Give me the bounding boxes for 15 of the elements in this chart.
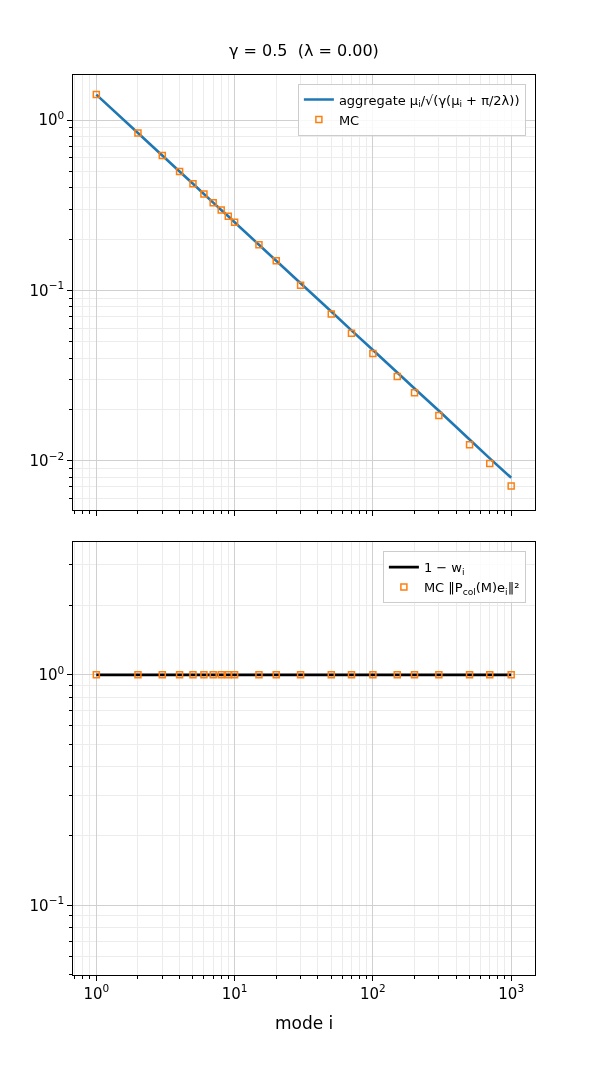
x-axis-title: mode i xyxy=(274,1013,334,1034)
y-tick-label: 10$^{−1}$ xyxy=(29,894,65,915)
y-tick-label: 10$^{−2}$ xyxy=(29,449,65,470)
y-tick-label: 10$^{0}$ xyxy=(38,663,65,685)
y-tick-label: 10$^{0}$ xyxy=(38,108,65,130)
legend-label: 1 − w$_{i}$ xyxy=(423,560,465,577)
x-tick-label: 10$^{3}$ xyxy=(498,982,525,1003)
legend-label: MC xyxy=(338,112,360,128)
y-tick-label: 10$^{−1}$ xyxy=(29,279,65,300)
x-tick-label: 10$^{0}$ xyxy=(83,982,110,1003)
x-tick-label: 10$^{2}$ xyxy=(360,982,386,1003)
x-tick-label: 10$^{1}$ xyxy=(221,982,248,1003)
legend-label: aggregate μ$_{i}$/√(γ(μ$_{i}$ + π/2λ)) xyxy=(338,92,520,110)
legend-label: MC ‖P$_{col}$(M)e$_{i}$‖² xyxy=(423,580,520,597)
chart-title: γ = 0.5 (λ = 0.00) xyxy=(229,41,379,60)
